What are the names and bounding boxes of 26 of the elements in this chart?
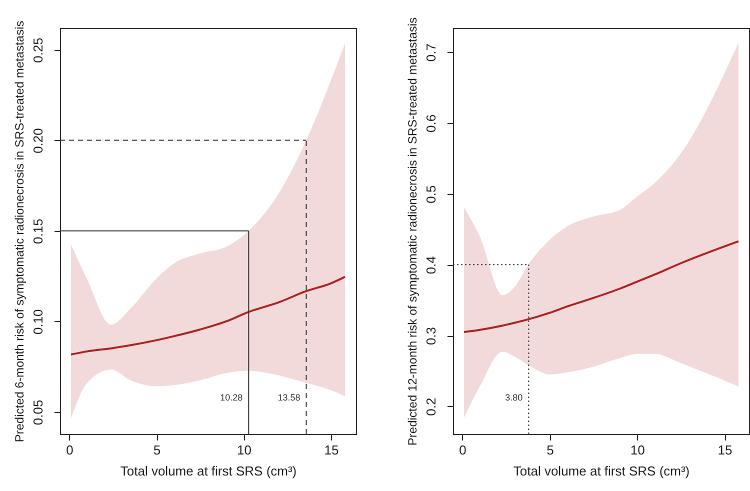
x-tick-label: 5 [546, 442, 554, 458]
ref-line-label: 3.80 [505, 392, 523, 402]
x-axis-title: Total volume at first SRS (cm³) [513, 464, 690, 478]
y-tick-label: 0.3 [424, 326, 438, 346]
x-axis-title: Total volume at first SRS (cm³) [120, 464, 297, 478]
ref-line-label: 10.28 [220, 392, 243, 402]
x-tick-label: 10 [630, 442, 645, 458]
x-tick-label: 15 [718, 442, 732, 458]
y-tick-label: 0.20 [30, 128, 46, 154]
ref-line-label: 13.58 [278, 392, 300, 402]
y-axis-title: Predicted 6-month risk of symptomatic radionecrosis in SRS-treated metastasis [12, 20, 26, 442]
y-tick-label: 0.25 [30, 38, 46, 63]
y-tick-label: 0.15 [30, 218, 46, 244]
y-tick-label: 0.7 [424, 44, 438, 62]
y-tick-label: 0.2 [424, 398, 438, 416]
y-axis-title: Predicted 12-month risk of symptomatic radionecrosis in SRS-treated metastasis [406, 17, 420, 446]
x-tick-label: 10 [237, 442, 252, 458]
x-tick-label: 0 [459, 442, 466, 458]
x-tick-label: 0 [66, 442, 74, 458]
y-tick-label: 0.05 [30, 400, 46, 426]
y-tick-label: 0.4 [424, 256, 438, 274]
y-tick-label: 0.5 [424, 185, 438, 204]
y-tick-label: 0.10 [30, 309, 46, 335]
x-tick-label: 5 [153, 442, 161, 458]
x-tick-label: 15 [324, 442, 339, 458]
y-tick-label: 0.6 [424, 114, 438, 132]
